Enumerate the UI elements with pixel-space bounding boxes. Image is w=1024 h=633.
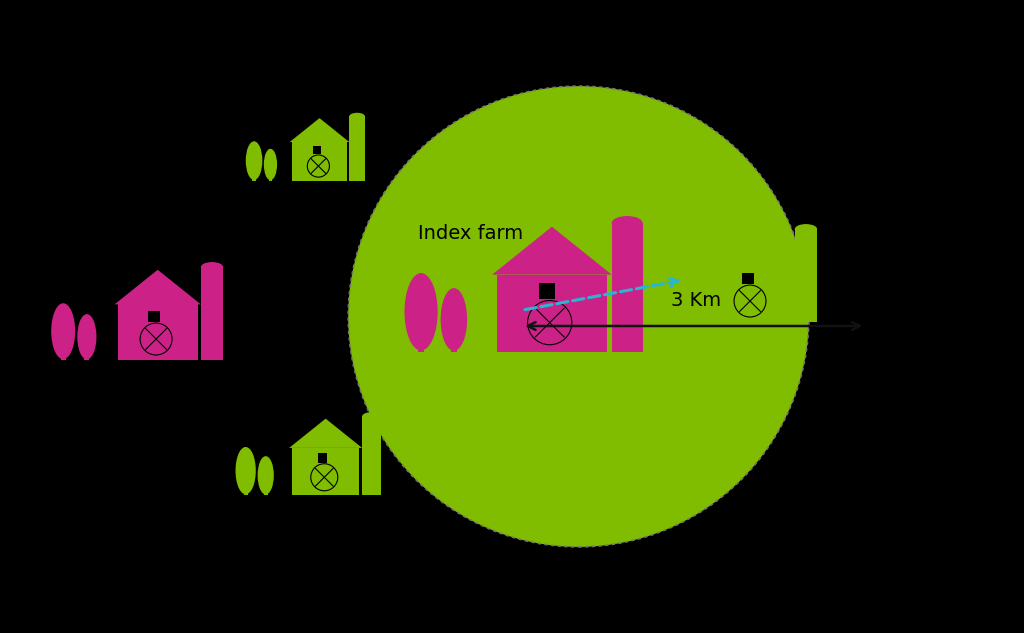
Bar: [742, 273, 754, 284]
Bar: [60, 346, 66, 360]
Ellipse shape: [611, 216, 643, 230]
Polygon shape: [290, 118, 349, 142]
Polygon shape: [289, 418, 362, 448]
Bar: [539, 283, 555, 299]
Ellipse shape: [362, 412, 381, 421]
Polygon shape: [493, 227, 611, 275]
Polygon shape: [115, 270, 201, 304]
Ellipse shape: [77, 314, 96, 360]
Ellipse shape: [349, 113, 365, 120]
Ellipse shape: [264, 149, 278, 180]
Circle shape: [348, 86, 809, 547]
Text: Index farm: Index farm: [419, 223, 523, 242]
Ellipse shape: [440, 288, 467, 351]
Ellipse shape: [645, 265, 669, 321]
Bar: [451, 332, 457, 352]
Bar: [201, 267, 223, 360]
Text: 3 Km: 3 Km: [672, 291, 721, 310]
Bar: [292, 448, 359, 495]
Ellipse shape: [246, 141, 262, 180]
Bar: [292, 142, 347, 181]
Ellipse shape: [671, 276, 690, 322]
Bar: [362, 417, 381, 495]
Bar: [118, 304, 198, 360]
Bar: [654, 308, 659, 322]
Ellipse shape: [258, 456, 273, 494]
Bar: [712, 266, 792, 322]
Bar: [349, 116, 365, 181]
Bar: [611, 223, 643, 352]
Ellipse shape: [201, 262, 223, 272]
Bar: [795, 229, 817, 322]
Bar: [678, 308, 683, 322]
Ellipse shape: [404, 273, 437, 351]
Polygon shape: [709, 232, 795, 266]
Bar: [313, 146, 321, 154]
Bar: [244, 482, 248, 495]
Bar: [268, 170, 272, 181]
Bar: [497, 275, 607, 352]
Ellipse shape: [51, 303, 75, 359]
Ellipse shape: [236, 447, 256, 494]
Bar: [264, 482, 267, 495]
Bar: [148, 311, 160, 322]
Bar: [317, 453, 328, 463]
Ellipse shape: [795, 224, 817, 234]
Bar: [252, 170, 256, 181]
Bar: [84, 346, 89, 360]
Bar: [418, 332, 424, 352]
